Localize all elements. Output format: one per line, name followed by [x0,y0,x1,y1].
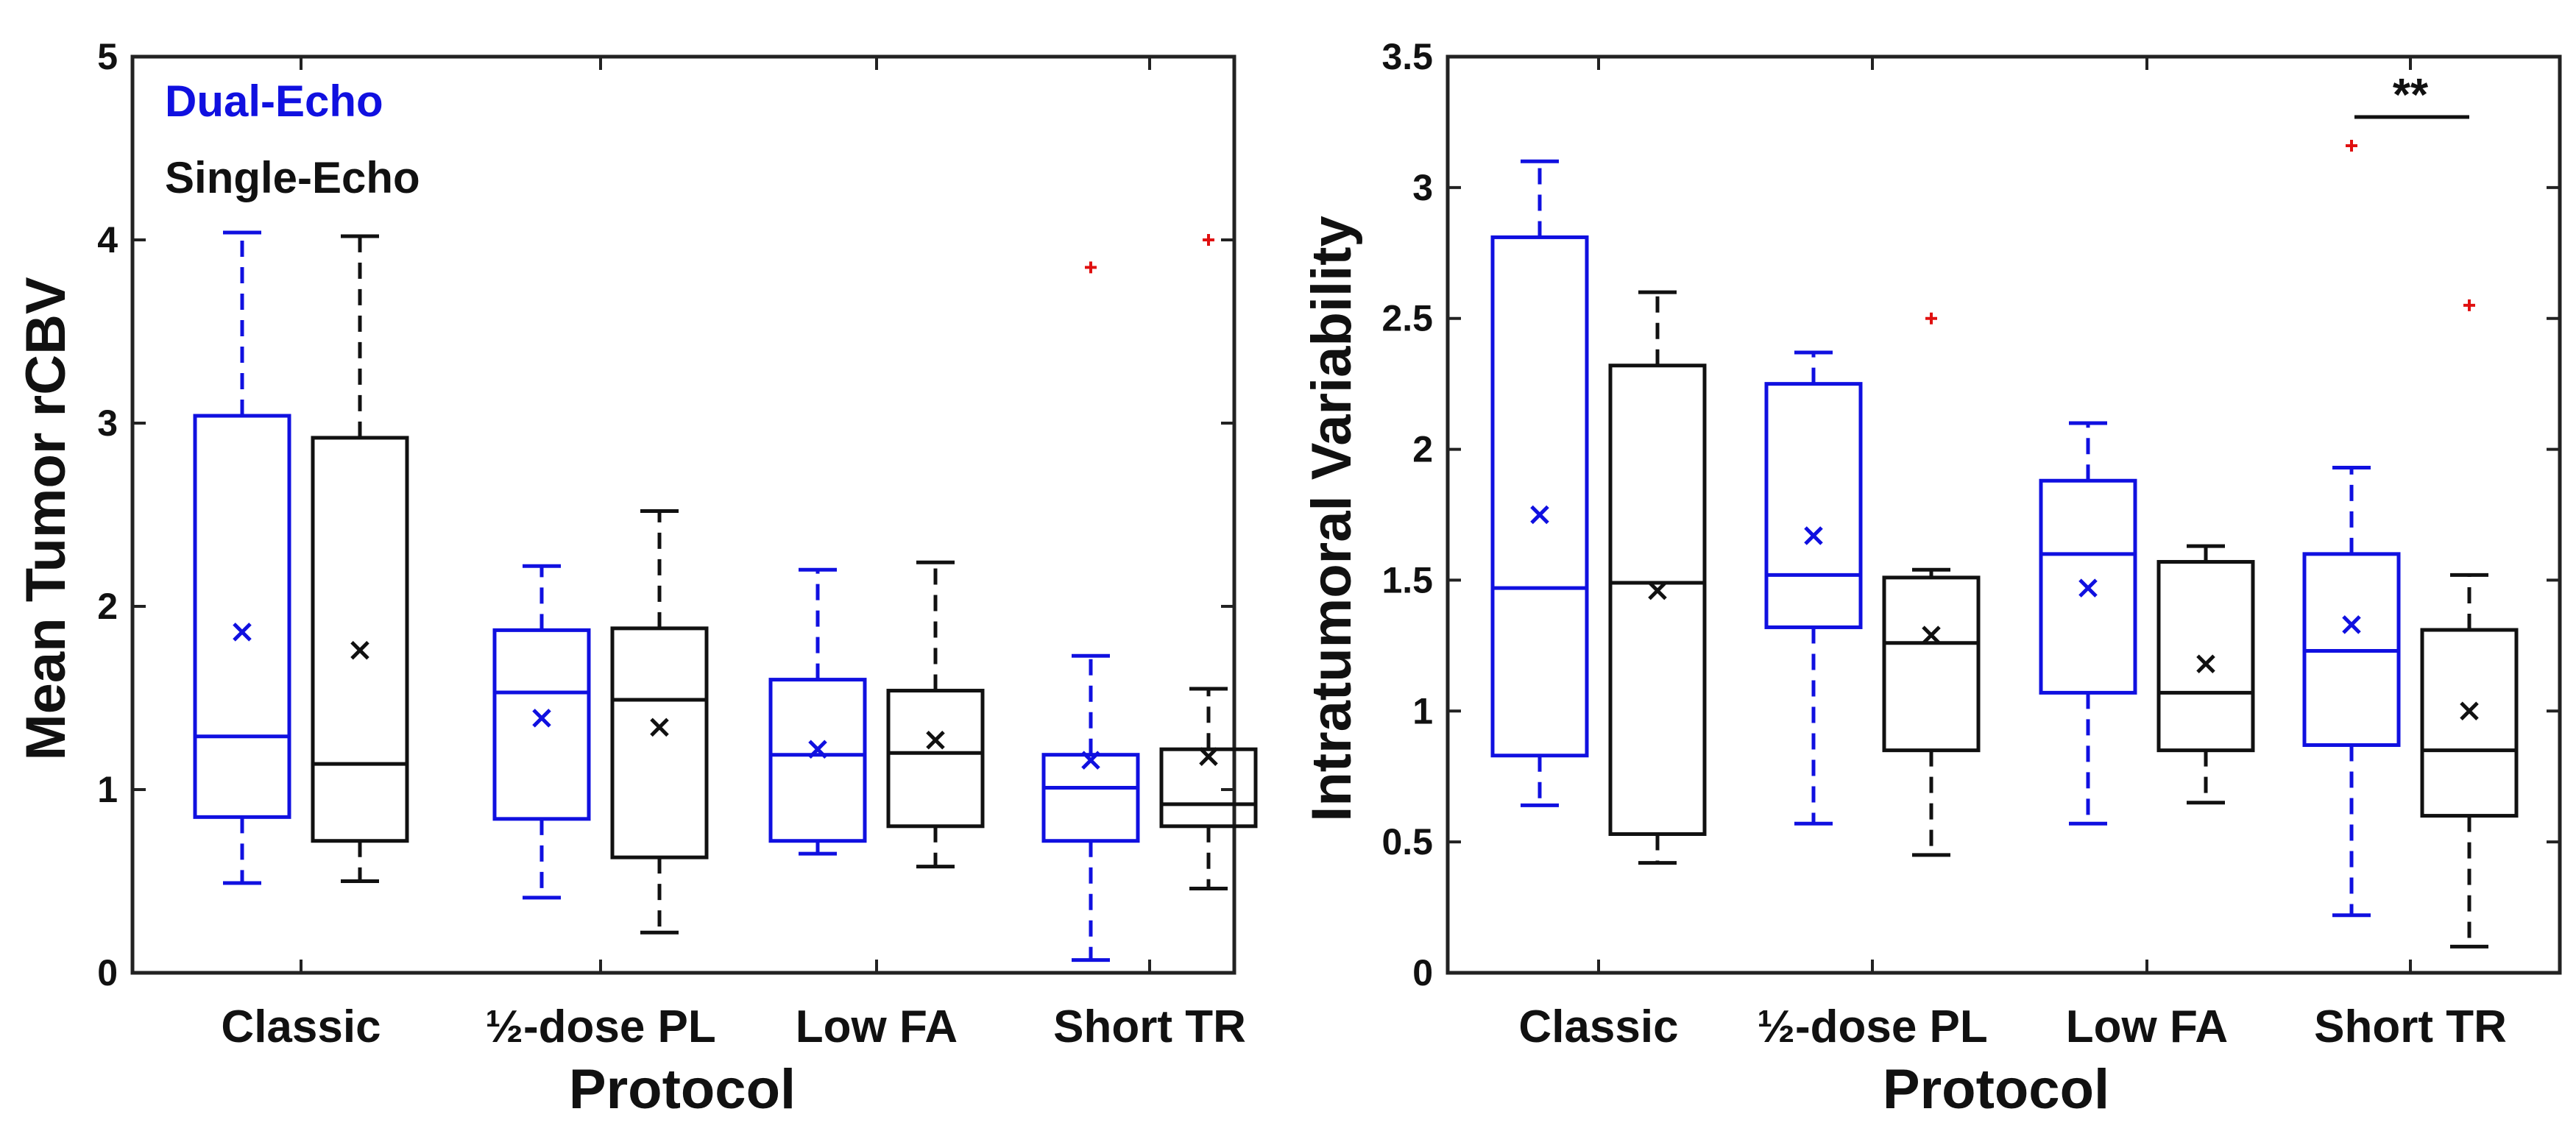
mean-marker [1081,751,1100,770]
x-tick-label: ½-dose PL [1757,1002,1988,1052]
x-tick-label: Short TR [1053,1002,1246,1052]
mean-marker [1922,625,1941,645]
y-tick-label: 0 [97,952,118,993]
box-iqr [492,628,591,821]
box-dual-echo-1 [492,564,591,900]
box-iqr [311,436,409,843]
box-dual-echo-3 [2302,139,2401,918]
x-axis-label-left: Protocol [569,1058,796,1121]
y-tick-label: 4 [97,219,118,260]
mean-marker [650,717,669,737]
significance-label: ** [2393,70,2429,121]
y-tick-label: 3 [1412,167,1433,208]
y-tick-label: 2.5 [1381,298,1433,339]
mean-marker [1199,747,1218,766]
legend-entry-single-echo: Single-Echo [165,153,420,202]
box-iqr [1041,753,1140,843]
x-tick-label: Low FA [2066,1002,2228,1052]
y-tick-label: 0.5 [1381,821,1433,862]
plot-area-left: 0 1 2 3 4 5 Classic ½-dose PL Low FA Short TR [97,36,1258,1052]
mean-marker [1804,526,1823,545]
axes-frame [1446,54,2562,975]
mean-marker [2078,578,2098,598]
box-iqr [2039,478,2137,695]
x-tick-label: Short TR [2314,1002,2507,1052]
y-tick-label: 3.5 [1381,36,1433,77]
box-single-echo-2 [886,560,985,869]
y-tick-label: 1 [1412,690,1433,731]
x-tick-label: Low FA [796,1002,958,1052]
box-dual-echo-2 [2039,421,2137,826]
box-iqr [610,626,709,859]
mean-marker [926,731,945,750]
box-iqr [1882,575,1981,753]
mean-marker [808,740,827,759]
y-tick-label: 2 [1412,429,1433,470]
box-dual-echo-2 [768,567,867,856]
panel-intratumoral-variability: 0 0.5 1 1.5 2 2.5 3 3.5 Classic ½-dose PL Low FA Sh… [1301,36,2562,1121]
box-single-echo-2 [2156,544,2255,805]
x-tick-label: Classic [1518,1002,1678,1052]
box-single-echo-3 [1159,234,1258,890]
outlier-point [1085,261,1097,274]
outlier-point [2463,299,2475,311]
plot-area-right: 0 0.5 1 1.5 2 2.5 3 3.5 Classic ½-dose PL Low FA Sh… [1381,36,2562,1052]
box-dual-echo-1 [1764,350,1863,826]
y-axis-label-left: Mean Tumor rCBV [15,277,77,761]
x-axis-label-right: Protocol [1883,1058,2109,1121]
mean-marker [532,709,551,728]
box-iqr [2156,560,2255,753]
mean-marker [2196,654,2215,674]
y-tick-label: 2 [97,586,118,627]
x-tick-label: ½-dose PL [485,1002,716,1052]
y-axis-label-right: Intratumoral Variability [1301,216,1363,822]
box-single-echo-1 [610,509,709,935]
mean-marker [2460,701,2479,721]
mean-marker [350,640,369,660]
panel-mean-tumor-rcbv: 0 1 2 3 4 5 Classic ½-dose PL Low FA Short TR Mea… [15,36,1258,1121]
y-tick-label: 5 [97,36,118,77]
outlier-point [1203,234,1214,246]
box-iqr [2420,628,2519,818]
box-iqr [1490,235,1589,758]
mean-marker [2342,615,2361,634]
y-tick-label: 1 [97,769,118,810]
box-iqr [768,678,867,843]
box-iqr [1159,747,1258,829]
box-dual-echo-0 [193,230,291,885]
box-single-echo-0 [311,234,409,883]
y-tick-label: 1.5 [1381,559,1433,600]
box-iqr [1764,382,1863,629]
mean-marker [1648,581,1667,600]
box-dual-echo-3 [1041,261,1140,963]
box-single-echo-0 [1608,290,1707,865]
box-dual-echo-0 [1490,159,1589,807]
y-tick-label: 0 [1412,952,1433,993]
box-single-echo-1 [1882,312,1981,857]
box-iqr [886,689,985,829]
box-iqr [193,414,291,819]
legend-entry-dual-echo: Dual-Echo [165,77,383,126]
box-single-echo-3 [2420,299,2519,949]
outlier-point [1925,312,1937,325]
box-iqr [1608,364,1707,836]
y-tick-label: 3 [97,403,118,444]
mean-marker [233,623,252,642]
mean-marker [1530,505,1549,525]
outlier-point [2346,139,2357,152]
axes-frame [130,54,1236,975]
x-tick-label: Classic [221,1002,381,1052]
